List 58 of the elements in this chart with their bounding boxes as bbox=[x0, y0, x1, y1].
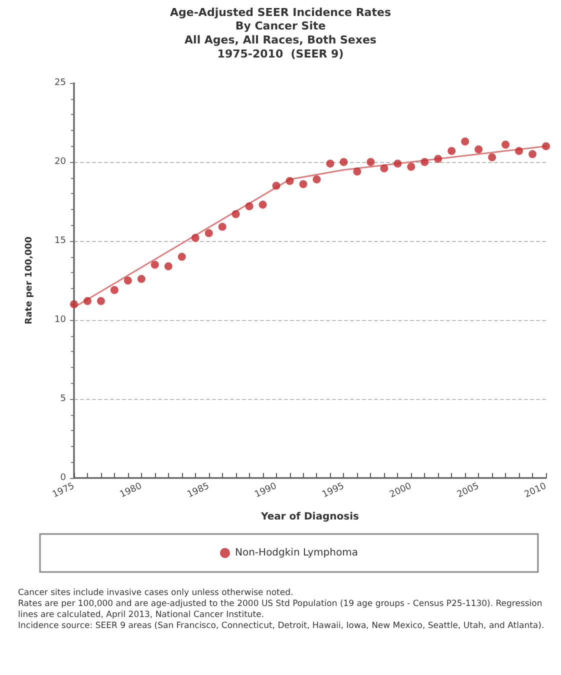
y-tick-label: 5 bbox=[60, 394, 66, 404]
point bbox=[178, 252, 186, 261]
x-tick-label: 1995 bbox=[320, 481, 346, 500]
x-tick-label: 2000 bbox=[388, 481, 414, 500]
point bbox=[488, 153, 496, 162]
point bbox=[245, 202, 254, 210]
point bbox=[380, 164, 388, 172]
chart-subtitle: By Cancer Site All Ages, All Races, Both Sexes 1975-2010 (SEER 9) bbox=[184, 20, 377, 60]
text: Incidence source: SEER 9 areas (San Francisco, Connecticut, Detroit, Hawaii, Iowa, New Mexico, Seattle, Utah, and Atlanta). bbox=[18, 621, 546, 632]
y-axis-title: Rate per 100,000 bbox=[24, 236, 34, 324]
point bbox=[137, 274, 146, 283]
point bbox=[110, 286, 118, 294]
point bbox=[299, 180, 308, 188]
x-axis-title: Year of Diagnosis bbox=[260, 512, 360, 522]
point bbox=[96, 297, 105, 306]
x-tick-label: 1980 bbox=[118, 481, 144, 500]
chart-title: Age-Adjusted SEER Incidence Rates bbox=[170, 6, 392, 19]
x-tick-label: 1975 bbox=[51, 481, 76, 500]
point bbox=[448, 146, 456, 155]
point bbox=[340, 158, 348, 166]
x-tick-label: 2005 bbox=[456, 481, 481, 500]
point bbox=[502, 140, 510, 149]
point bbox=[204, 229, 213, 238]
point bbox=[407, 162, 416, 171]
x-tick-label: 1985 bbox=[186, 481, 211, 500]
point bbox=[191, 234, 200, 242]
point bbox=[164, 262, 172, 270]
text: Cancer sites include invasive cases only unless otherwise noted. bbox=[18, 588, 294, 600]
point bbox=[218, 222, 226, 231]
point bbox=[326, 160, 334, 168]
point bbox=[312, 175, 321, 184]
x-tick-label: 2010 bbox=[523, 481, 548, 500]
y-tick-label: 0 bbox=[60, 473, 66, 483]
point bbox=[461, 137, 470, 146]
point bbox=[420, 158, 429, 166]
text: Rates are per 100,000 and are age-adjusted to the 2000 US Std Population (19 age groups - Census P25-1130). Regression lines are calculated, April 2013, National Cancer Institute. bbox=[18, 599, 544, 622]
y-tick-label: 15 bbox=[54, 236, 66, 246]
y-tick-label: 25 bbox=[54, 78, 66, 88]
point bbox=[286, 176, 294, 185]
point bbox=[124, 276, 132, 284]
point bbox=[70, 300, 78, 308]
y-tick-label: 20 bbox=[54, 157, 66, 167]
legend-label: Non-Hodgkin Lymphoma bbox=[235, 548, 358, 558]
point bbox=[366, 158, 375, 166]
point bbox=[258, 200, 267, 209]
point bbox=[528, 150, 537, 158]
y-tick-label: 10 bbox=[54, 315, 66, 325]
point bbox=[150, 260, 159, 269]
point bbox=[434, 154, 442, 163]
point bbox=[474, 145, 483, 154]
point bbox=[83, 297, 92, 306]
point bbox=[353, 167, 362, 176]
x-tick-label: 1990 bbox=[253, 481, 279, 500]
point bbox=[272, 182, 280, 190]
point bbox=[394, 160, 402, 168]
point bbox=[542, 142, 550, 150]
point bbox=[515, 146, 524, 155]
point bbox=[232, 210, 240, 218]
